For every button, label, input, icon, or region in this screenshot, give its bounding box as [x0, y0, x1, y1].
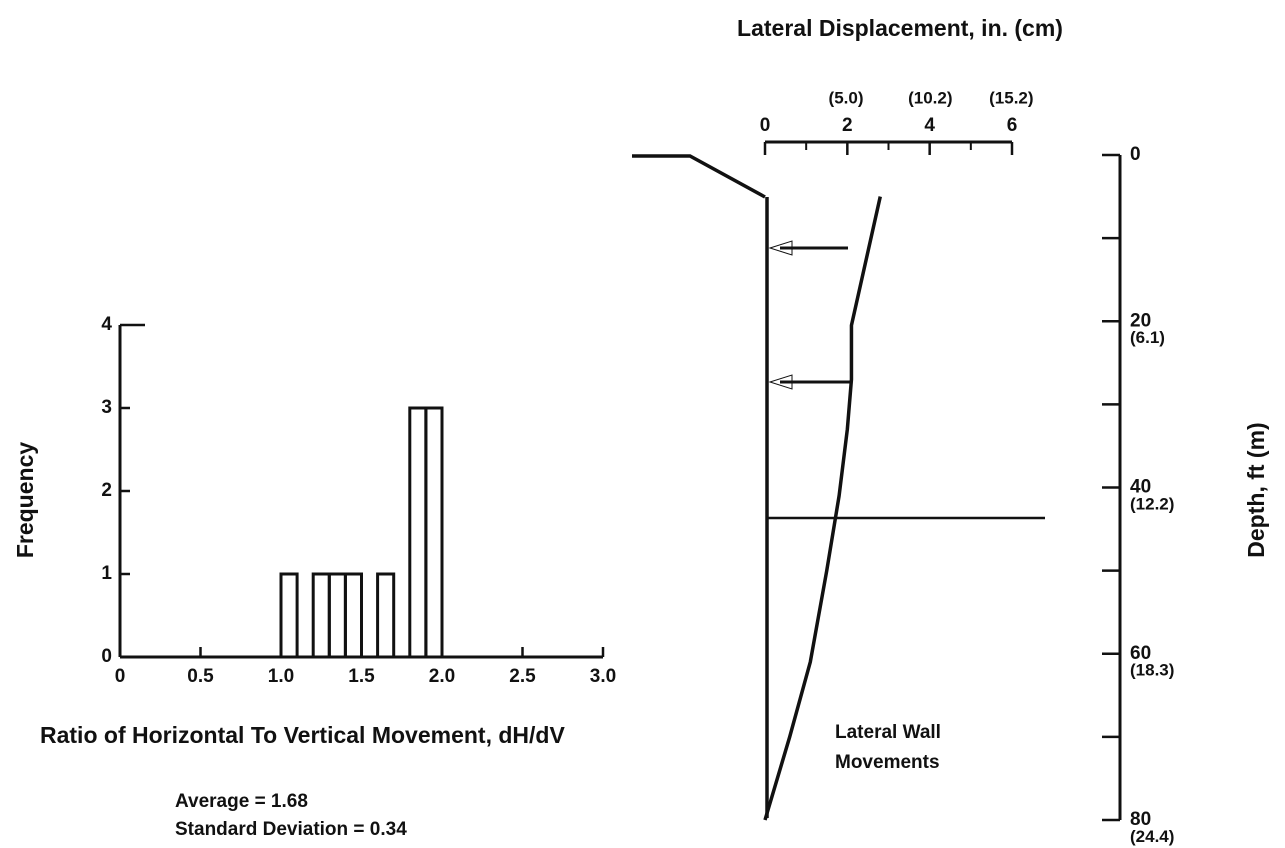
strut-arrow: [768, 374, 793, 390]
x-tick-label: 6: [1007, 115, 1018, 136]
chart-title: Lateral Displacement, in. (cm): [737, 15, 1063, 41]
x-tick-label: 2.5: [509, 666, 536, 687]
bar: [279, 572, 299, 659]
y-tick-label: 0: [1130, 144, 1141, 165]
y2-tick-label: (24.4): [1130, 827, 1174, 846]
annotation: Lateral Wall: [835, 722, 941, 743]
x-tick-label: 3.0: [590, 666, 616, 687]
x2-tick-label: (15.2): [989, 88, 1033, 107]
y-tick-label: 40: [1130, 477, 1151, 498]
x2-tick-label: (5.0): [829, 88, 864, 107]
y-tick-label: 3: [101, 397, 112, 418]
y-tick-label: 0: [101, 646, 112, 667]
y2-tick-label: (6.1): [1130, 328, 1165, 347]
ground-surface: [632, 154, 766, 199]
y-tick-label: 20: [1130, 310, 1151, 331]
y-axis-label: Frequency: [12, 442, 38, 559]
y-tick-label: 60: [1130, 643, 1151, 664]
y-tick-label: 1: [101, 563, 112, 584]
y2-tick-label: (18.3): [1130, 661, 1174, 680]
y-tick-label: 80: [1130, 809, 1151, 830]
y-axis-label: Depth, ft (m): [1243, 422, 1269, 557]
bar: [376, 572, 396, 659]
y-tick-label: 2: [101, 480, 112, 501]
strut-arrow: [768, 240, 793, 256]
x-tick-label: 4: [924, 115, 935, 136]
annotation: Standard Deviation = 0.34: [175, 819, 407, 840]
bar: [424, 406, 444, 659]
bar: [311, 572, 331, 659]
x-tick-label: 0: [115, 666, 126, 687]
bar: [343, 572, 363, 659]
bar: [327, 572, 347, 659]
bar: [408, 406, 428, 659]
x-tick-label: 0: [760, 115, 771, 136]
x-axis-label: Ratio of Horizontal To Vertical Movement…: [40, 722, 565, 748]
x-tick-label: 2: [842, 115, 853, 136]
x-tick-label: 1.5: [348, 666, 375, 687]
y-tick-label: 4: [101, 314, 112, 335]
annotation: Average = 1.68: [175, 791, 308, 812]
x-tick-label: 2.0: [429, 666, 455, 687]
displacement-line: [763, 196, 882, 821]
y2-tick-label: (12.2): [1130, 494, 1174, 513]
x-tick-label: 0.5: [187, 666, 214, 687]
x-tick-label: 1.0: [268, 666, 294, 687]
x2-tick-label: (10.2): [908, 88, 952, 107]
annotation: Movements: [835, 752, 940, 773]
